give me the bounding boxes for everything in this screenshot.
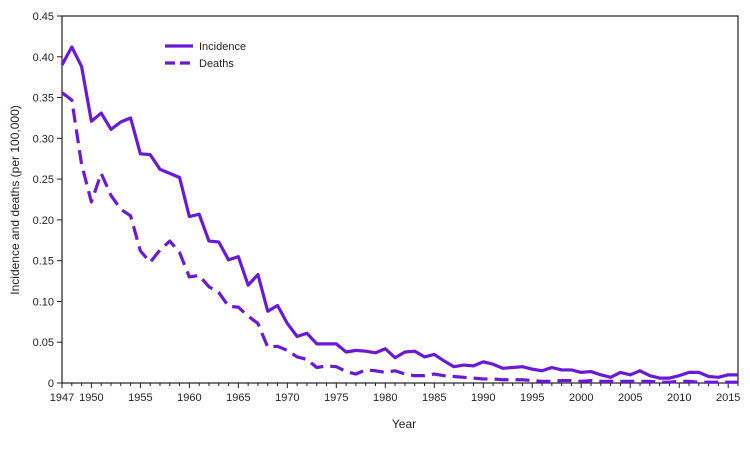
x-tick-label: 2005 [618,392,642,404]
legend-label-deaths: Deaths [199,58,234,70]
x-tick-label: 1965 [226,392,250,404]
y-tick-label: 0.40 [33,52,54,64]
y-tick-label: 0.45 [33,11,54,23]
x-tick-label: 1975 [324,392,348,404]
y-tick-label: 0.25 [33,174,54,186]
x-tick-label: 1955 [128,392,152,404]
y-tick-label: 0.20 [33,215,54,227]
series-line-deaths [61,91,738,384]
x-tick-label: 1995 [520,392,544,404]
y-axis-title: Incidence and deaths (per 100,000) [8,105,22,294]
y-tick-label: 0 [48,378,54,390]
y-tick-label: 0.05 [33,337,54,349]
x-tick-label: 2010 [667,392,691,404]
x-tick-label: 1990 [471,392,495,404]
legend-label-incidence: Incidence [199,41,246,53]
x-tick-label: 1980 [373,392,397,404]
x-axis-title: Year [392,417,416,431]
y-tick-label: 0.30 [33,133,54,145]
axes: 0 0.05 0.10 0.15 0.20 0.25 0.30 0.35 0.40 0.45 194… [33,11,741,404]
x-tick-label: 2000 [569,392,593,404]
plot-frame [61,15,739,384]
series-lines [60,45,738,384]
x-tick-label: 1970 [275,392,299,404]
y-tick-label: 0.35 [33,93,54,105]
legend: Incidence Deaths [165,41,246,70]
x-tick-label: 1947 [50,392,74,404]
x-tick-label: 1950 [79,392,103,404]
x-tick-label: 2015 [716,392,740,404]
y-tick-label: 0.10 [33,296,54,308]
series-line-incidence [60,45,738,380]
x-tick-label: 1985 [422,392,446,404]
x-tick-label: 1960 [177,392,201,404]
y-tick-label: 0.15 [33,256,54,268]
